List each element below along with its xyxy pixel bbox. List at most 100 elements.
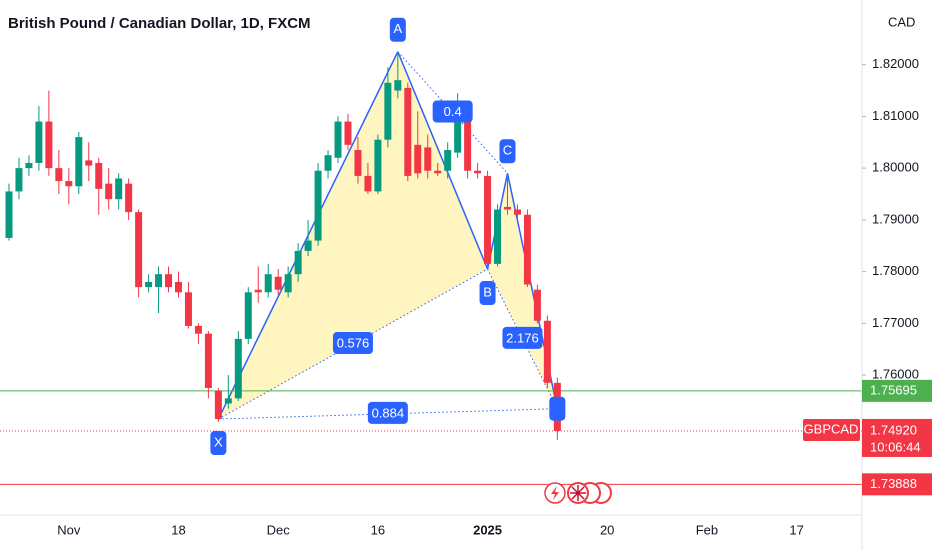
price-tag-label: 1.74920 (870, 422, 917, 437)
candle-body (204, 333, 212, 389)
pattern-dotted-line (397, 51, 508, 174)
point-label: C (503, 143, 512, 158)
candle-body (125, 183, 133, 213)
candle-body (224, 398, 232, 404)
candle-body (384, 82, 392, 140)
candle-body (523, 214, 531, 285)
ratio-label: 0.884 (372, 405, 405, 420)
candle-body (254, 289, 262, 293)
candle-body (354, 150, 362, 176)
candle-body (115, 178, 123, 200)
y-tick-label: 1.76000 (872, 367, 919, 382)
candle-body (145, 281, 153, 288)
point-box (549, 396, 566, 421)
y-tick-label: 1.80000 (872, 160, 919, 175)
point-box (479, 281, 496, 306)
ratio-label: 0.576 (337, 335, 370, 350)
point-label: B (483, 284, 492, 299)
candle-body (5, 191, 13, 238)
candle-body (135, 212, 143, 288)
candle-body (344, 121, 352, 145)
currency-label: CAD (888, 14, 915, 29)
candle-body (214, 390, 222, 420)
point-label: X (214, 434, 223, 449)
candle-body (85, 160, 93, 166)
point-box (499, 139, 516, 164)
symbol-tag-label: GBPCAD (804, 421, 859, 436)
candle-body (155, 274, 163, 288)
ratio-box (332, 332, 373, 355)
candle-body (194, 325, 202, 334)
price-tag (862, 379, 932, 402)
pattern-fill (487, 173, 558, 409)
candle-body (494, 209, 502, 264)
candle-body (394, 80, 402, 91)
x-tick-label: 17 (789, 522, 803, 537)
price-tag (862, 418, 932, 457)
candle-body (95, 162, 103, 189)
candle-body (474, 170, 482, 174)
candle-body (364, 175, 372, 192)
y-tick-label: 1.77000 (872, 315, 919, 330)
candle-body (464, 108, 472, 171)
candle-body (244, 292, 252, 339)
x-tick-label: 18 (171, 522, 185, 537)
candle-body (234, 338, 242, 399)
x-tick-label: 2025 (473, 522, 502, 537)
ratio-box (502, 326, 543, 349)
y-tick-label: 1.82000 (872, 56, 919, 71)
candle-body (404, 87, 412, 176)
x-tick-label: 20 (600, 522, 614, 537)
countdown: 10:06:44 (870, 439, 921, 454)
candle-body (184, 292, 192, 326)
point-label: A (393, 21, 402, 36)
candle-body (414, 144, 422, 174)
candle-body (513, 209, 521, 215)
point-box (210, 431, 227, 456)
price-tag-label: 1.75695 (870, 382, 917, 397)
candle-body (374, 139, 382, 192)
candle-body (55, 168, 63, 182)
candle-body (304, 240, 312, 251)
candle-body (454, 111, 462, 153)
ratio-label: 2.176 (506, 330, 539, 345)
candle-body (543, 320, 551, 383)
y-tick-label: 1.81000 (872, 108, 919, 123)
ratio-label: 0.4 (444, 104, 462, 119)
pattern-line (397, 51, 489, 270)
x-tick-label: 16 (371, 522, 385, 537)
candle-body (533, 289, 541, 321)
candle-body (174, 281, 182, 293)
candle-body (284, 274, 292, 293)
candle-body (264, 274, 272, 293)
candle-body (504, 206, 511, 210)
ratio-box (367, 401, 408, 424)
candle-body (35, 121, 43, 163)
candle-body (165, 274, 173, 288)
candle-body (105, 183, 113, 200)
candle-body (294, 250, 302, 275)
candle-body (274, 276, 282, 290)
candle-body (45, 121, 53, 169)
x-tick-label: Nov (57, 522, 81, 537)
candle-body (25, 162, 33, 169)
candle-body (314, 170, 322, 241)
pattern-dotted-line (218, 408, 558, 420)
candle-body (15, 168, 23, 192)
candle-body (334, 121, 342, 158)
candle-body (65, 181, 73, 187)
candle-body (424, 147, 432, 171)
point-box (389, 17, 406, 42)
pattern-dotted-line (218, 268, 488, 420)
ratio-box (432, 100, 473, 123)
candle-body (444, 150, 452, 171)
candle-body (75, 137, 83, 187)
y-tick-label: 1.79000 (872, 211, 919, 226)
candle-body (484, 175, 492, 264)
pattern-fill (218, 51, 488, 420)
y-tick-label: 1.78000 (872, 263, 919, 278)
candle-body (324, 155, 332, 171)
indicator-icons (544, 482, 612, 504)
chart-title: British Pound / Canadian Dollar, 1D, FXC… (8, 15, 311, 32)
